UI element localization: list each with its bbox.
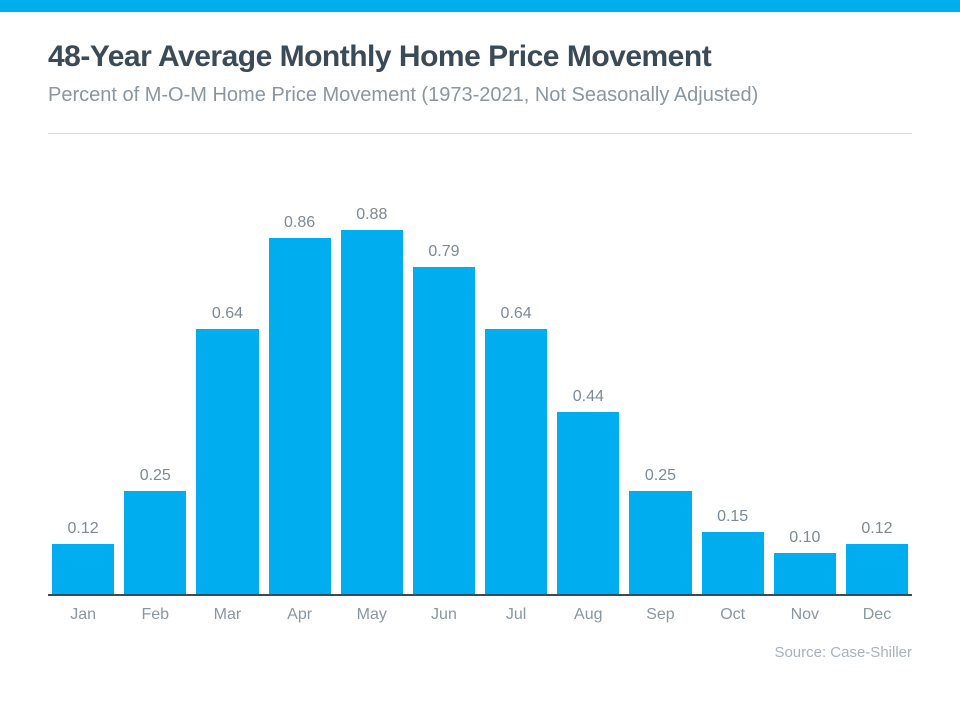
bar: [629, 491, 691, 595]
bar: [269, 238, 331, 594]
bar: [124, 491, 186, 595]
bar-value-label: 0.64: [501, 305, 532, 323]
bar: [774, 553, 836, 594]
bar-slot: 0.10: [774, 154, 836, 594]
bar-value-label: 0.15: [717, 508, 748, 526]
x-axis-label: Jul: [485, 606, 547, 624]
bars-group: 0.12 0.25 0.64 0.86 0.88 0.79 0.64 0.44 0.25 0.15…: [48, 154, 912, 594]
plot-area: 0.12 0.25 0.64 0.86 0.88 0.79 0.64 0.44 0.25 0.15…: [48, 154, 912, 594]
chart-title: 48-Year Average Monthly Home Price Movem…: [48, 40, 912, 74]
x-axis-label: Jun: [413, 606, 475, 624]
bar: [846, 544, 908, 594]
x-axis-label: Feb: [124, 606, 186, 624]
bar: [702, 532, 764, 594]
bar: [557, 412, 619, 594]
top-accent-bar: [0, 0, 960, 12]
x-axis-label: Apr: [269, 606, 331, 624]
bar-slot: 0.12: [52, 154, 114, 594]
x-axis-label: Nov: [774, 606, 836, 624]
x-axis-label: Dec: [846, 606, 908, 624]
bar-value-label: 0.12: [861, 520, 892, 538]
x-axis-label: May: [341, 606, 403, 624]
bar: [341, 230, 403, 594]
x-axis-label: Jan: [52, 606, 114, 624]
bar-slot: 0.88: [341, 154, 403, 594]
bar-value-label: 0.10: [789, 529, 820, 547]
x-axis-label: Mar: [196, 606, 258, 624]
bar-value-label: 0.25: [140, 467, 171, 485]
bar-slot: 0.86: [269, 154, 331, 594]
x-axis-label: Sep: [629, 606, 691, 624]
chart-container: 48-Year Average Monthly Home Price Movem…: [0, 12, 960, 661]
bar-slot: 0.25: [629, 154, 691, 594]
bar-value-label: 0.44: [573, 388, 604, 406]
bar-slot: 0.12: [846, 154, 908, 594]
bar-slot: 0.64: [485, 154, 547, 594]
bar-slot: 0.44: [557, 154, 619, 594]
bar-value-label: 0.88: [356, 206, 387, 224]
x-axis-label: Aug: [557, 606, 619, 624]
bar: [196, 329, 258, 594]
divider: [48, 133, 912, 134]
bar-value-label: 0.79: [428, 243, 459, 261]
chart-subtitle: Percent of M-O-M Home Price Movement (19…: [48, 84, 912, 107]
bar-value-label: 0.64: [212, 305, 243, 323]
bar-value-label: 0.25: [645, 467, 676, 485]
bar-slot: 0.15: [702, 154, 764, 594]
bar-slot: 0.25: [124, 154, 186, 594]
x-axis-labels: Jan Feb Mar Apr May Jun Jul Aug Sep Oct Nov Dec: [48, 596, 912, 624]
bar-chart: 0.12 0.25 0.64 0.86 0.88 0.79 0.64 0.44 0.25 0.15…: [48, 154, 912, 624]
bar: [413, 267, 475, 594]
x-axis-label: Oct: [702, 606, 764, 624]
source-attribution: Source: Case-Shiller: [48, 644, 912, 661]
bar-value-label: 0.12: [68, 520, 99, 538]
bar-value-label: 0.86: [284, 214, 315, 232]
bar-slot: 0.79: [413, 154, 475, 594]
bar: [485, 329, 547, 594]
bar-slot: 0.64: [196, 154, 258, 594]
bar: [52, 544, 114, 594]
